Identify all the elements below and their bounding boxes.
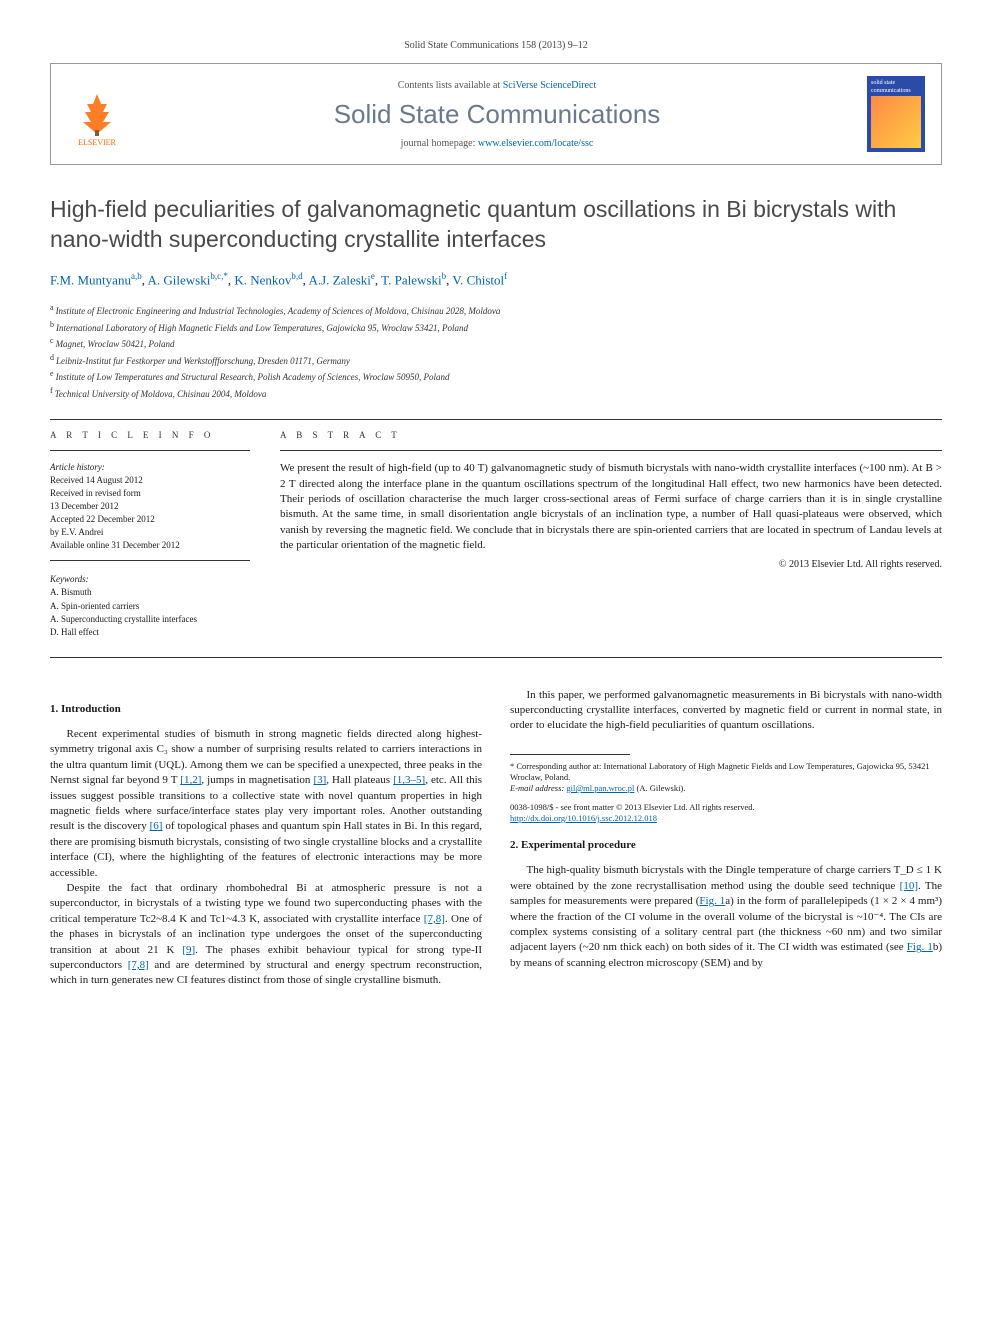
affiliation: bInternational Laboratory of High Magnet…	[50, 319, 942, 336]
citation-link[interactable]: [1,3–5]	[393, 774, 425, 786]
history-line: Received 14 August 2012	[50, 474, 250, 487]
running-head: Solid State Communications 158 (2013) 9–…	[50, 40, 942, 51]
journal-name: Solid State Communications	[143, 99, 851, 130]
homepage-link[interactable]: www.elsevier.com/locate/ssc	[478, 138, 593, 149]
keywords-block: Keywords: A. Bismuth A. Spin-oriented ca…	[50, 573, 250, 638]
masthead: ELSEVIER Contents lists available at Sci…	[50, 63, 942, 165]
history-line: Available online 31 December 2012	[50, 539, 250, 552]
abstract-column: A B S T R A C T We present the result of…	[280, 430, 942, 639]
author-aff-sup: b,c,*	[210, 271, 228, 281]
section-head-experimental: 2. Experimental procedure	[510, 838, 942, 853]
history-line: by E.V. Andrei	[50, 526, 250, 539]
article-info-column: A R T I C L E I N F O Article history: R…	[50, 430, 250, 639]
footnotes: * Corresponding author at: International…	[510, 761, 942, 794]
author-link[interactable]: V. Chistol	[452, 272, 504, 287]
footnote-divider	[510, 754, 630, 755]
body-paragraph: In this paper, we performed galvanomagne…	[510, 688, 942, 734]
keywords-label: Keywords:	[50, 573, 250, 586]
author-link[interactable]: A. Gilewski	[148, 272, 211, 287]
history-line: 13 December 2012	[50, 500, 250, 513]
citation-link[interactable]: [3]	[313, 774, 326, 786]
body-paragraph: The high-quality bismuth bicrystals with…	[510, 863, 942, 971]
citation-link[interactable]: [10]	[900, 880, 918, 892]
author-aff-sup: b,d	[291, 271, 302, 281]
doi-link[interactable]: http://dx.doi.org/10.1016/j.ssc.2012.12.…	[510, 813, 657, 823]
author-aff-sup: a,b	[131, 271, 142, 281]
citation-link[interactable]: [1,2]	[180, 774, 201, 786]
email-line: E-mail address: gil@ml.pan.wroc.pl (A. G…	[510, 783, 942, 794]
author-aff-sup: f	[504, 271, 507, 281]
citation-link[interactable]: [9]	[182, 944, 195, 956]
keyword: A. Superconducting crystallite interface…	[50, 613, 250, 626]
affiliation: aInstitute of Electronic Engineering and…	[50, 302, 942, 319]
elsevier-logo: ELSEVIER	[67, 82, 127, 147]
affiliation: dLeibniz-Institut fur Festkorper und Wer…	[50, 352, 942, 369]
affiliation: eInstitute of Low Temperatures and Struc…	[50, 368, 942, 385]
divider	[50, 419, 942, 420]
article-history: Article history: Received 14 August 2012…	[50, 461, 250, 561]
history-label: Article history:	[50, 461, 250, 474]
copyright-line: © 2013 Elsevier Ltd. All rights reserved…	[280, 559, 942, 570]
citation-link[interactable]: [6]	[150, 820, 163, 832]
info-abstract-row: A R T I C L E I N F O Article history: R…	[50, 430, 942, 639]
section-head-intro: 1. Introduction	[50, 702, 482, 717]
contents-available: Contents lists available at SciVerse Sci…	[143, 80, 851, 91]
abstract-head: A B S T R A C T	[280, 430, 942, 440]
keyword: A. Bismuth	[50, 586, 250, 599]
article-info-head: A R T I C L E I N F O	[50, 430, 250, 440]
author-link[interactable]: T. Palewski	[381, 272, 441, 287]
page: Solid State Communications 158 (2013) 9–…	[0, 0, 992, 1029]
author-aff-sup: b	[442, 271, 447, 281]
figure-link[interactable]: Fig. 1	[907, 941, 933, 953]
front-matter-line: 0038-1098/$ - see front matter © 2013 El…	[510, 802, 942, 813]
citation-link[interactable]: [7,8]	[128, 959, 149, 971]
sciencedirect-link[interactable]: SciVerse ScienceDirect	[503, 80, 597, 91]
elsevier-name: ELSEVIER	[78, 138, 116, 147]
doi-block: 0038-1098/$ - see front matter © 2013 El…	[510, 802, 942, 824]
divider	[50, 657, 942, 658]
history-line: Accepted 22 December 2012	[50, 513, 250, 526]
masthead-center: Contents lists available at SciVerse Sci…	[143, 80, 851, 149]
email-label: E-mail address:	[510, 783, 566, 793]
keyword: D. Hall effect	[50, 626, 250, 639]
journal-cover-thumb: solid state communications	[867, 76, 925, 152]
author-link[interactable]: F.M. Muntyanu	[50, 272, 131, 287]
corresponding-author-note: * Corresponding author at: International…	[510, 761, 942, 783]
email-link[interactable]: gil@ml.pan.wroc.pl	[566, 783, 634, 793]
divider	[50, 450, 250, 451]
author-link[interactable]: K. Nenkov	[234, 272, 291, 287]
homepage-line: journal homepage: www.elsevier.com/locat…	[143, 138, 851, 149]
body-two-column: 1. Introduction Recent experimental stud…	[50, 688, 942, 989]
author-link[interactable]: A.J. Zaleski	[308, 272, 370, 287]
affiliation-list: aInstitute of Electronic Engineering and…	[50, 302, 942, 401]
author-list: F.M. Muntyanua,b, A. Gilewskib,c,*, K. N…	[50, 271, 942, 288]
affiliation: cMagnet, Wroclaw 50421, Poland	[50, 335, 942, 352]
figure-link[interactable]: Fig. 1	[699, 895, 725, 907]
history-line: Received in revised form	[50, 487, 250, 500]
body-paragraph: Despite the fact that ordinary rhombohed…	[50, 881, 482, 989]
elsevier-tree-icon	[73, 90, 121, 138]
affiliation: fTechnical University of Moldova, Chisin…	[50, 385, 942, 402]
abstract-text: We present the result of high-field (up …	[280, 461, 942, 553]
divider	[280, 450, 942, 451]
keyword: A. Spin-oriented carriers	[50, 600, 250, 613]
author-aff-sup: e	[371, 271, 375, 281]
body-paragraph: Recent experimental studies of bismuth i…	[50, 727, 482, 881]
citation-link[interactable]: [7,8]	[424, 913, 445, 925]
article-title: High-field peculiarities of galvanomagne…	[50, 195, 942, 255]
